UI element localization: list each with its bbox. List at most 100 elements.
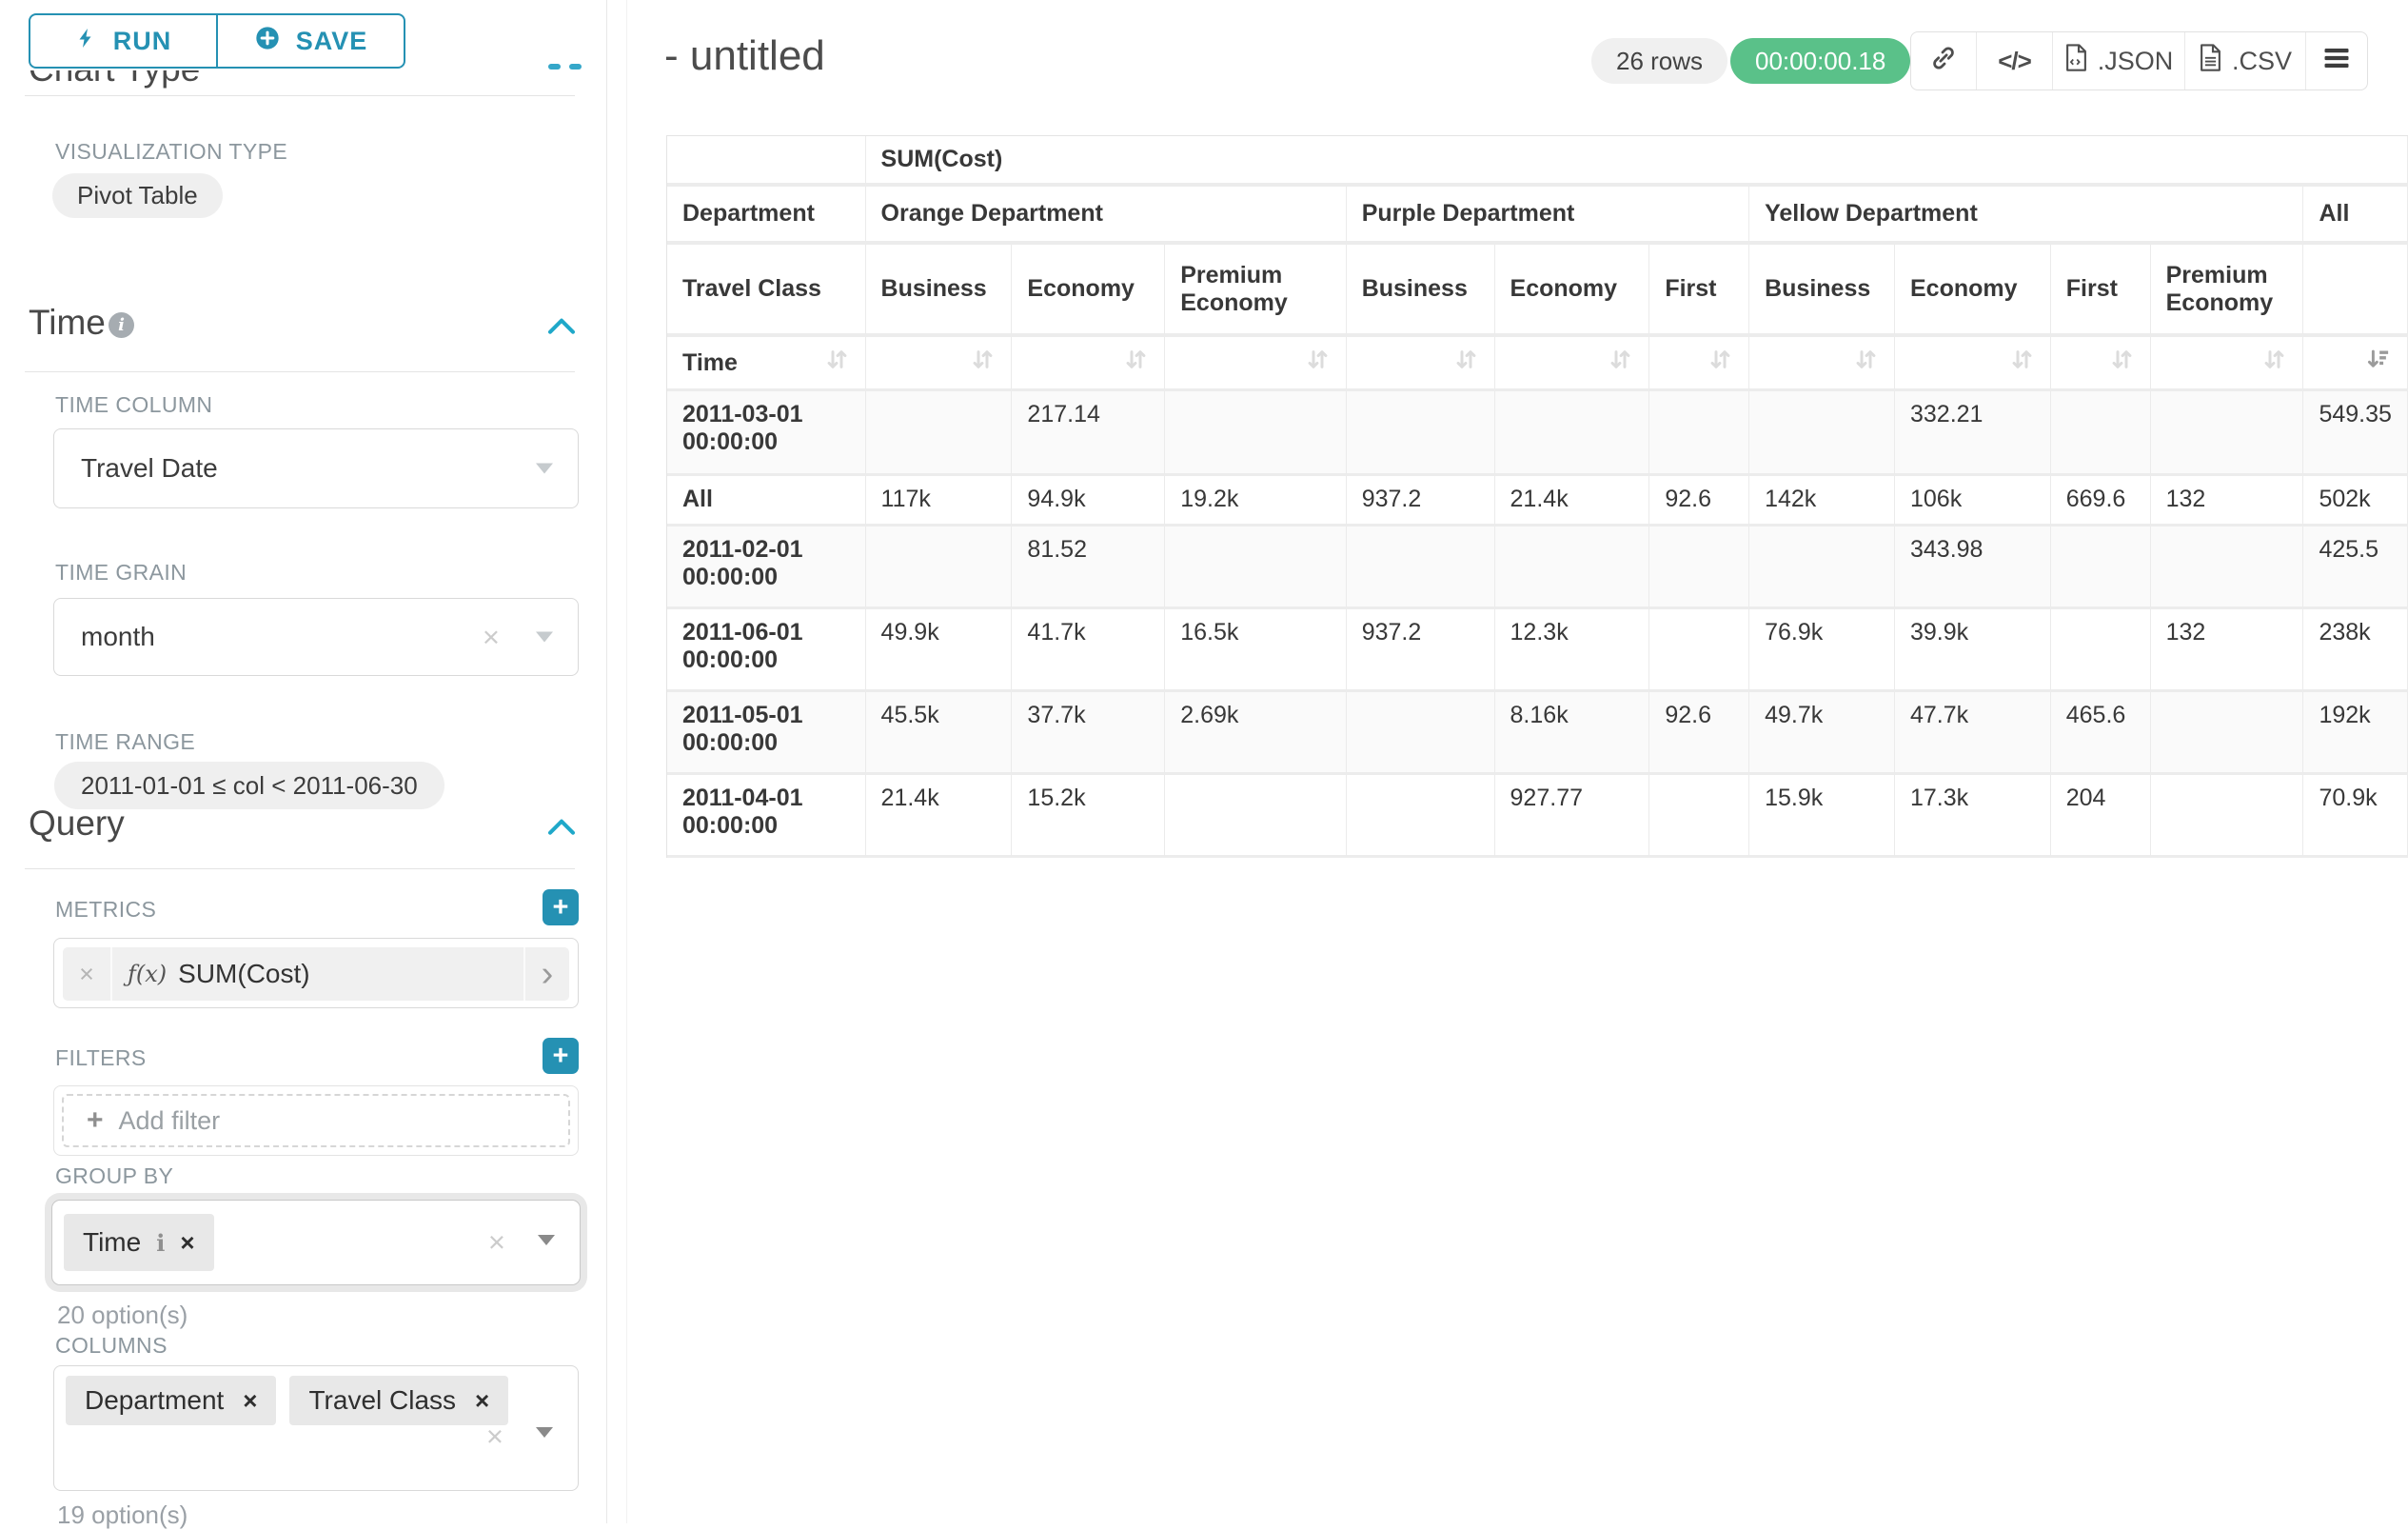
add-metric-button[interactable]: +	[543, 889, 579, 925]
add-filter-dropzone[interactable]: + Add filter	[62, 1094, 570, 1147]
department-group-header: All	[2303, 187, 2408, 245]
query-timer-badge: 00:00:00.18	[1730, 38, 1911, 84]
column-sort-header[interactable]	[1649, 337, 1750, 391]
travel-class-column-header: Premium Economy	[2150, 245, 2304, 337]
column-sort-header[interactable]	[865, 337, 1013, 391]
sort-icon[interactable]	[1305, 347, 1331, 379]
save-button[interactable]: SAVE	[216, 13, 405, 69]
value-cell: 47.7k	[1894, 692, 2051, 775]
value-cell: 49.7k	[1749, 692, 1895, 775]
row-label: 2011-03-01 00:00:00	[667, 391, 866, 476]
json-file-icon	[2064, 43, 2088, 79]
column-sort-header[interactable]	[1749, 337, 1895, 391]
export-toolbar: </> .JSON .CSV	[1910, 31, 2368, 90]
column-sort-header[interactable]	[1894, 337, 2051, 391]
panel-divider	[626, 0, 627, 1523]
clear-icon[interactable]: ×	[485, 1420, 503, 1453]
value-cell	[1165, 775, 1347, 858]
time-range-pill[interactable]: 2011-01-01 ≤ col < 2011-06-30	[54, 762, 444, 809]
value-cell	[1649, 391, 1750, 476]
group-by-pill-time[interactable]: Time i ×	[64, 1214, 214, 1271]
group-by-select[interactable]: Time i × ×	[51, 1200, 581, 1285]
value-cell	[2050, 391, 2151, 476]
time-column-label: TIME COLUMN	[55, 392, 213, 417]
column-sort-header[interactable]	[1494, 337, 1650, 391]
column-sort-header[interactable]	[2150, 337, 2304, 391]
travel-class-header: Travel Class	[667, 245, 866, 337]
run-button[interactable]: RUN	[29, 13, 218, 69]
value-cell: 549.35	[2303, 391, 2408, 476]
sort-icon[interactable]	[1853, 347, 1879, 379]
pill-label: Department	[85, 1385, 225, 1415]
add-filter-button[interactable]: +	[543, 1038, 579, 1074]
sort-icon[interactable]	[2261, 347, 2287, 379]
copy-link-button[interactable]	[1911, 32, 1977, 89]
remove-metric-icon[interactable]: ×	[63, 947, 112, 1001]
group-by-label: GROUP BY	[55, 1163, 174, 1188]
code-icon: </>	[1998, 46, 2032, 75]
collapse-time-icon[interactable]	[546, 314, 577, 339]
value-cell	[1749, 527, 1895, 609]
more-menu-button[interactable]	[2306, 32, 2367, 89]
value-cell: 937.2	[1346, 476, 1495, 527]
chevron-right-icon[interactable]: ›	[523, 947, 569, 1001]
group-by-options-hint: 20 option(s)	[57, 1301, 188, 1329]
chevron-down-icon	[536, 1427, 553, 1438]
sort-icon[interactable]	[1123, 347, 1149, 379]
info-icon[interactable]: i	[109, 312, 134, 338]
chart-panel: - untitled 26 rows 00:00:00.18 </> .JSON…	[619, 0, 2408, 1523]
remove-icon[interactable]: ×	[475, 1385, 490, 1415]
columns-pill-department[interactable]: Department ×	[66, 1376, 277, 1425]
metric-pill[interactable]: × ƒ(x) SUM(Cost) ›	[63, 947, 569, 1001]
sort-icon[interactable]	[2109, 347, 2135, 379]
travel-class-column-header: Business	[865, 245, 1013, 337]
chart-title[interactable]: - untitled	[664, 32, 825, 79]
sort-descending-icon[interactable]	[2365, 347, 2392, 379]
pill-label: Travel Class	[308, 1385, 457, 1415]
sort-icon[interactable]	[2009, 347, 2035, 379]
sort-icon[interactable]	[1453, 347, 1479, 379]
remove-icon[interactable]: ×	[180, 1227, 195, 1257]
sort-descending-header[interactable]	[2303, 337, 2408, 391]
remove-icon[interactable]: ×	[243, 1385, 258, 1415]
value-cell: 117k	[865, 476, 1013, 527]
info-icon[interactable]: i	[156, 1228, 166, 1257]
clear-icon[interactable]: ×	[487, 1225, 505, 1259]
columns-pill-travel-class[interactable]: Travel Class ×	[289, 1376, 509, 1425]
column-dimension-header: Department	[667, 187, 866, 245]
scrolled-icon-fragment	[548, 64, 561, 70]
sort-icon[interactable]	[970, 347, 996, 379]
value-cell: 106k	[1894, 476, 2051, 527]
value-cell: 937.2	[1346, 609, 1495, 692]
row-label: All	[667, 476, 866, 527]
time-sort-header[interactable]: Time	[667, 337, 866, 391]
export-json-button[interactable]: .JSON	[2053, 32, 2185, 89]
metrics-container: × ƒ(x) SUM(Cost) ›	[53, 938, 579, 1008]
row-label: 2011-06-01 00:00:00	[667, 609, 866, 692]
value-cell	[1346, 527, 1495, 609]
time-column-value: Travel Date	[81, 453, 218, 483]
value-cell: 41.7k	[1012, 609, 1166, 692]
column-sort-header[interactable]	[1165, 337, 1347, 391]
time-grain-select[interactable]: month ×	[53, 598, 579, 676]
time-grain-label: TIME GRAIN	[55, 560, 188, 585]
table-row: 2011-06-01 00:00:00 49.9k 41.7k 16.5k 937.2 1…	[667, 609, 2408, 692]
sort-icon[interactable]	[1707, 347, 1733, 379]
column-sort-header[interactable]	[1346, 337, 1495, 391]
query-section-heading: Query	[29, 804, 125, 843]
sort-icon[interactable]	[824, 347, 850, 379]
value-cell: 927.77	[1494, 775, 1650, 858]
view-query-button[interactable]: </>	[1977, 32, 2053, 89]
columns-select[interactable]: Department × Travel Class × ×	[53, 1365, 579, 1491]
clear-icon[interactable]: ×	[482, 620, 500, 654]
csv-file-icon	[2199, 43, 2222, 79]
collapse-query-icon[interactable]	[546, 815, 577, 840]
export-csv-button[interactable]: .CSV	[2185, 32, 2306, 89]
column-sort-header[interactable]	[2050, 337, 2151, 391]
column-sort-header[interactable]	[1012, 337, 1166, 391]
time-column-select[interactable]: Travel Date	[53, 428, 579, 508]
sort-icon[interactable]	[1608, 347, 1633, 379]
save-button-label: SAVE	[295, 26, 368, 55]
value-cell: 204	[2050, 775, 2151, 858]
viz-type-pill[interactable]: Pivot Table	[52, 173, 223, 218]
